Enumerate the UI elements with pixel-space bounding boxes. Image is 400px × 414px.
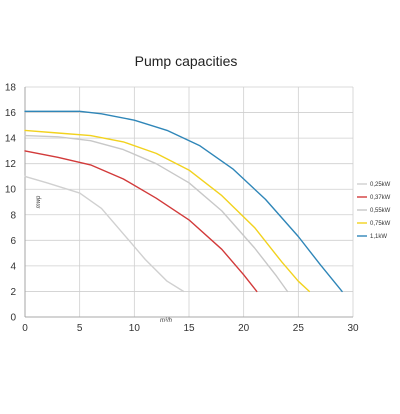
legend-label: 0,37kW [370,195,391,201]
legend-label: 1,1kW [370,234,387,240]
x-tick-label: 20 [238,323,250,334]
chart-title: Pump capacities [135,53,238,69]
x-tick-label: 15 [183,323,195,334]
y-tick-label: 6 [10,236,16,247]
series-line-0-55kw [24,134,289,293]
y-tick-label: 10 [5,185,17,196]
y-axis-unit: mwp [36,195,42,208]
y-tick-label: 2 [10,287,16,298]
legend: 0,25kW 0,37kW 0,55kW 0,75kW 1,1kW [357,182,391,240]
legend-label: 0,55kW [370,208,391,214]
x-tick-label: 30 [347,323,359,334]
x-tick-label: 25 [293,323,305,334]
x-tick-label: 5 [77,323,83,334]
y-tick-label: 14 [5,134,17,145]
y-tick-label: 4 [10,261,16,272]
legend-label: 0,75kW [370,221,391,227]
y-tick-label: 0 [10,313,16,324]
legend-label: 0,25kW [370,182,391,188]
axes: 0 2 4 6 8 10 12 14 16 18 0 5 10 15 20 25 30 [5,83,359,335]
series-line-1-1kw [24,110,343,293]
y-tick-label: 18 [5,83,17,94]
series-line-0-25kw [24,175,185,293]
y-tick-label: 8 [10,210,16,221]
grid [24,86,354,318]
series-line-0-75kw [24,129,310,293]
series-group [24,110,343,293]
x-tick-label: 0 [22,323,28,334]
y-tick-label: 16 [5,108,17,119]
y-tick-label: 12 [5,159,17,170]
x-axis-unit: m³/h [160,318,173,324]
x-tick-label: 10 [129,323,141,334]
series-line-0-37kw [24,150,258,293]
